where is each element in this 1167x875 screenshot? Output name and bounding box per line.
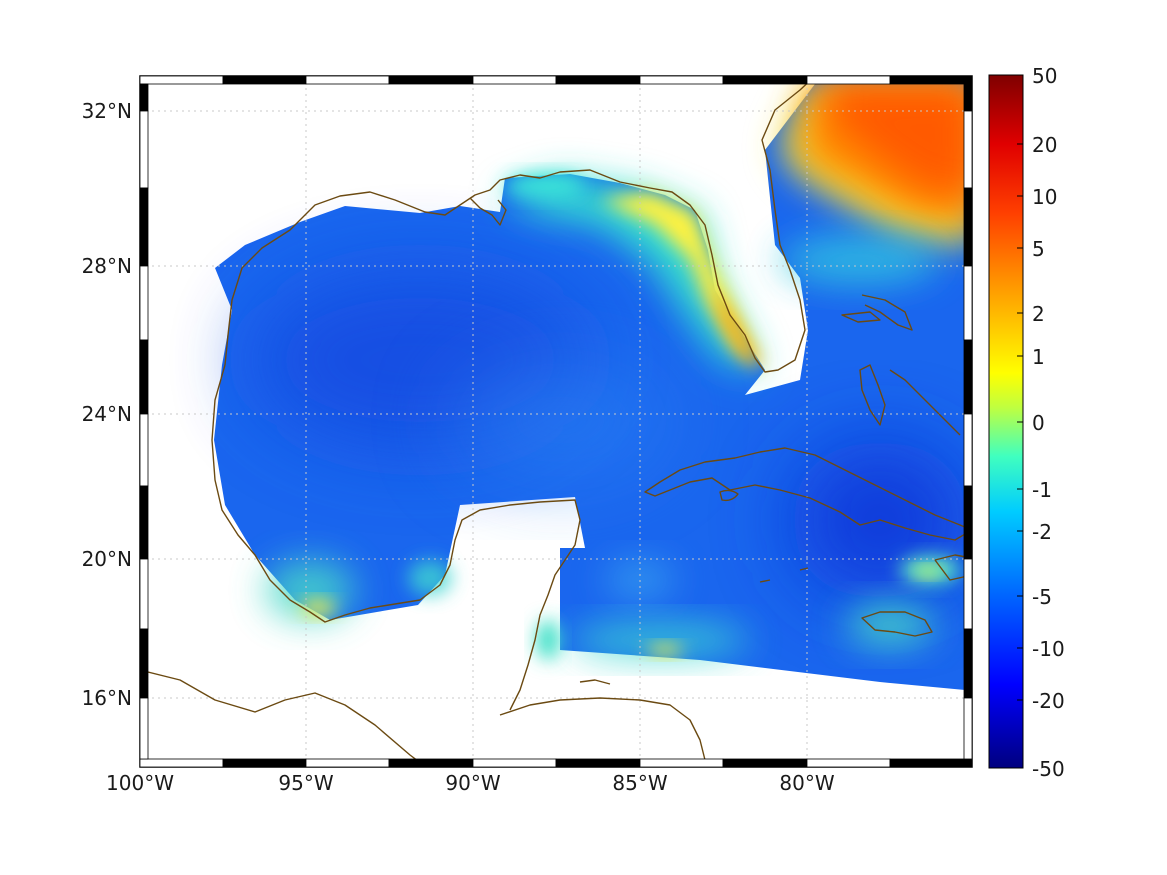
lon-label-90w: 90°W [445, 771, 500, 795]
florida-shelf-orange [712, 285, 762, 368]
lon-label-95w: 95°W [278, 771, 333, 795]
map-frame [139, 75, 973, 768]
bahamas-grand [841, 311, 881, 323]
bahamas-eleuthera [889, 369, 961, 436]
frame-bottom-ticks [139, 758, 973, 768]
cbar-label-2: 2 [1032, 302, 1045, 326]
colorbar: 50 20 10 5 2 1 0 -1 -2 -5 -10 -20 -50 [988, 64, 1065, 781]
jamaica [861, 611, 933, 637]
colorbar-labels: 50 20 10 5 2 1 0 -1 -2 -5 -10 -20 -50 [1032, 64, 1065, 781]
atlantic-warm-red [830, 84, 972, 195]
mississippi-delta [469, 197, 507, 226]
lat-label-24n: 24°N [82, 402, 132, 426]
honduras-coast [499, 697, 706, 761]
frame-right-ticks [963, 83, 973, 760]
longitude-labels: 100°W 95°W 90°W 85°W 80°W [106, 771, 835, 795]
big-bend-cyan [505, 174, 585, 198]
jamaica-cyan [845, 603, 935, 647]
frame-left-ticks [139, 83, 149, 760]
lat-label-16n: 16°N [82, 686, 132, 710]
campeche-east-cyan [408, 560, 452, 596]
lon-label-100w: 100°W [106, 771, 174, 795]
cbar-label-neg10: -10 [1032, 637, 1065, 661]
atlantic-cyan-band [780, 235, 940, 285]
cbar-label-neg20: -20 [1032, 689, 1065, 713]
latitude-labels: 32°N 28°N 24°N 20°N 16°N [82, 99, 132, 710]
mexico-gulf-coast [211, 364, 581, 711]
cbar-label-50: 50 [1032, 64, 1057, 88]
honduras-yellow [647, 644, 683, 656]
ocean-data-field [214, 84, 972, 690]
frame-top-ticks [139, 75, 973, 85]
yucatan-channel-cyan [536, 620, 560, 660]
lat-label-32n: 32°N [82, 99, 132, 123]
lat-label-28n: 28°N [82, 254, 132, 278]
bahamas-abaco [861, 294, 913, 331]
florida-shelf-yellow [600, 192, 760, 365]
us-gulf-coast [224, 76, 816, 373]
bahamas-andros [859, 364, 886, 426]
lat-label-20n: 20°N [82, 547, 132, 571]
cbar-label-0: 0 [1032, 411, 1045, 435]
cayman-islands [759, 567, 809, 583]
mid-gulf-light-field [450, 360, 670, 480]
cbar-label-neg1: -1 [1032, 478, 1052, 502]
bay-islands [579, 679, 611, 685]
lon-label-85w: 85°W [612, 771, 667, 795]
lon-label-80w: 80°W [779, 771, 834, 795]
central-america-pacific [140, 669, 428, 767]
cbar-label-neg5: -5 [1032, 585, 1052, 609]
cbar-label-5: 5 [1032, 237, 1045, 261]
cuba [644, 447, 972, 541]
cbar-label-10: 10 [1032, 185, 1057, 209]
honduras-cyan [570, 622, 750, 658]
campeche-yellow [300, 600, 336, 616]
windward-yellow [918, 567, 938, 577]
isle-of-youth [719, 489, 739, 502]
cbar-label-1: 1 [1032, 345, 1045, 369]
cbar-label-neg50: -50 [1032, 757, 1065, 781]
cbar-label-neg2: -2 [1032, 520, 1052, 544]
gridlines [140, 76, 972, 767]
coastlines [140, 76, 972, 767]
cbar-label-20: 20 [1032, 133, 1057, 157]
colorbar-ticks [1017, 143, 1023, 701]
